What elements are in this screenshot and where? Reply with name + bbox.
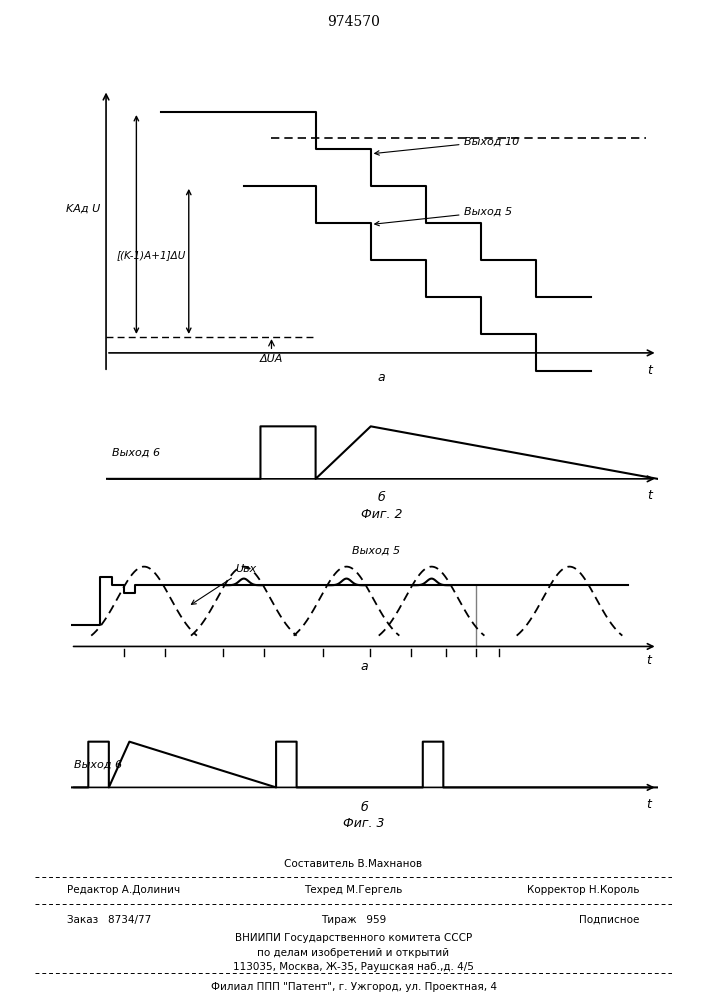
Text: t: t: [647, 489, 652, 502]
Text: Корректор Н.Король: Корректор Н.Король: [527, 885, 640, 895]
Text: Составитель В.Махнанов: Составитель В.Махнанов: [284, 859, 423, 869]
Text: Редактор А.Долинич: Редактор А.Долинич: [67, 885, 180, 895]
Text: Тираж   959: Тираж 959: [321, 915, 386, 925]
Text: [(K-1)A+1]ΔU: [(K-1)A+1]ΔU: [117, 250, 186, 260]
Text: б: б: [378, 491, 385, 504]
Text: Выход 6: Выход 6: [112, 448, 160, 458]
Text: ВНИИПИ Государственного комитета СССР: ВНИИПИ Государственного комитета СССР: [235, 933, 472, 943]
Text: Выход 10: Выход 10: [375, 136, 520, 155]
Text: Фиг. 3: Фиг. 3: [344, 817, 385, 830]
Text: Выход 5: Выход 5: [352, 545, 400, 555]
Text: 113035, Москва, Ж-35, Раушская наб.,д. 4/5: 113035, Москва, Ж-35, Раушская наб.,д. 4…: [233, 962, 474, 972]
Text: t: t: [646, 798, 651, 811]
Text: a: a: [378, 371, 385, 384]
Text: Uвх: Uвх: [192, 564, 256, 604]
Text: t: t: [646, 654, 651, 667]
Text: Выход 5: Выход 5: [375, 207, 513, 226]
Text: KАд U: KАд U: [66, 203, 100, 213]
Text: ΔUA: ΔUA: [259, 355, 284, 364]
Text: t: t: [647, 364, 652, 377]
Text: a: a: [361, 660, 368, 673]
Text: Техред М.Гергель: Техред М.Гергель: [304, 885, 403, 895]
Text: Филиал ППП "Патент", г. Ужгород, ул. Проектная, 4: Филиал ППП "Патент", г. Ужгород, ул. Про…: [211, 982, 496, 992]
Text: Подписное: Подписное: [580, 915, 640, 925]
Text: Заказ   8734/77: Заказ 8734/77: [67, 915, 151, 925]
Text: 974570: 974570: [327, 15, 380, 29]
Text: Выход 6: Выход 6: [74, 760, 122, 770]
Text: б: б: [361, 801, 368, 814]
Text: по делам изобретений и открытий: по делам изобретений и открытий: [257, 948, 450, 958]
Text: Фиг. 2: Фиг. 2: [361, 508, 402, 522]
